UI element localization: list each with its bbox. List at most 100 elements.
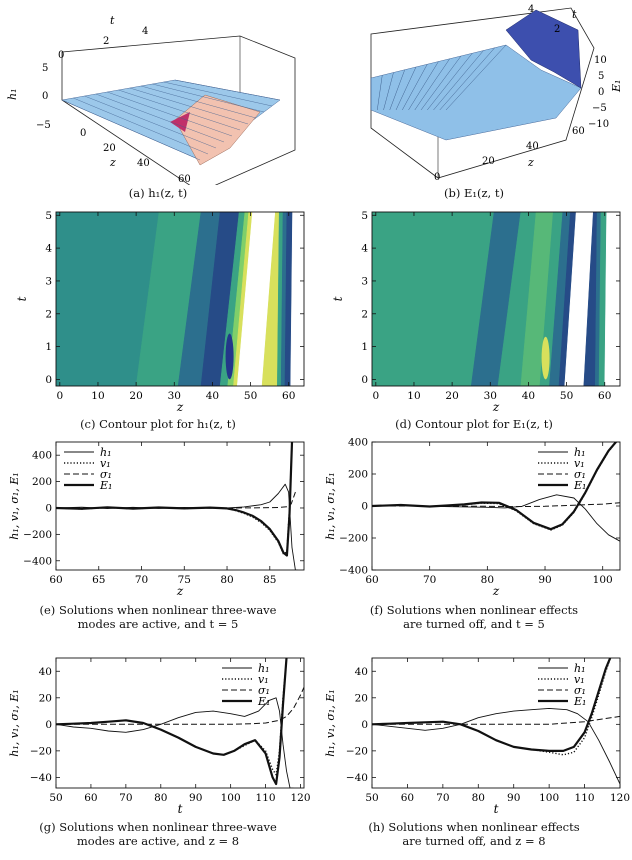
mesh-line (420, 55, 462, 111)
x-tick-label: 40 (522, 390, 535, 402)
caption-e: (e) Solutions when nonlinear three-wave … (0, 603, 316, 631)
legend-label: E₁ (573, 479, 586, 492)
plot-area (372, 442, 620, 542)
x-tick-label: 120 (290, 792, 310, 804)
x-tick-label: 90 (507, 792, 520, 804)
surface-plot-e1: 4 2 t 10 5 0 −5 −10 E₁ 0 20 40 60 z (370, 4, 623, 183)
series-line-thin (56, 483, 298, 570)
caption-b: (b) E₁(z, t) (444, 186, 504, 200)
contour-band (549, 212, 571, 386)
x-tick-label: 30 (168, 390, 181, 402)
mesh-line (414, 58, 450, 111)
x-tick-label: 80 (220, 574, 233, 586)
contour-band (177, 212, 221, 386)
y-tick-label: 1 (361, 341, 368, 353)
mesh-line (73, 97, 209, 155)
y-tick-label: 400 (32, 450, 52, 462)
tick-label: 0 (434, 172, 440, 183)
x-tick-label: 80 (481, 574, 494, 586)
x-tick-label: 65 (92, 574, 105, 586)
contour-feature (541, 336, 550, 380)
series-line-thin (372, 707, 620, 785)
y-tick-label: −40 (346, 772, 368, 784)
plot-frame (371, 211, 621, 387)
plot-frame (371, 657, 621, 789)
plot-area (56, 658, 304, 788)
plot-area (56, 442, 298, 570)
mesh-line (174, 79, 281, 101)
tick-label: −10 (588, 119, 609, 130)
contour-band (280, 212, 288, 386)
surface-plot-h1: t 2 4 0 5 0 −5 h₁ 0 20 40 60 z (6, 14, 296, 185)
x-tick-label: 80 (472, 792, 485, 804)
x-tick-label: 10 (407, 390, 420, 402)
contour-band (558, 212, 577, 386)
y-tick-label: 3 (361, 275, 368, 287)
tick-label: 5 (598, 71, 604, 82)
legend-label: σ₁ (100, 468, 112, 481)
legend-label: σ₁ (574, 684, 586, 697)
mesh-line (395, 66, 417, 111)
series-line-thick (56, 658, 288, 786)
mesh-line (433, 50, 484, 111)
tick-label: 0 (598, 87, 604, 98)
x-tick-label: 90 (189, 792, 202, 804)
x-tick-label: 60 (365, 574, 378, 586)
y-tick-label: 40 (39, 666, 52, 678)
mesh-line (152, 83, 265, 113)
x-axis-label: t (178, 802, 183, 816)
y-tick-label: 5 (361, 210, 368, 222)
contour-fill (372, 212, 620, 386)
mesh-line (129, 87, 249, 125)
x-tick-label: 0 (372, 390, 379, 402)
surface-mesh (61, 79, 281, 161)
legend-label: h₁ (100, 446, 112, 459)
contour-band (261, 212, 280, 386)
surface-dip (170, 112, 190, 132)
contour-band (583, 212, 598, 386)
legend-label: v₁ (574, 457, 585, 470)
surface-mesh (370, 44, 507, 111)
legend-label: E₁ (573, 695, 586, 708)
y-tick-label: 400 (348, 437, 368, 449)
series-line-dashed (56, 686, 304, 725)
mesh-line (163, 81, 273, 107)
x-tick-label: 75 (178, 574, 191, 586)
contour-band (470, 212, 522, 386)
axis-label-h1: h₁ (6, 89, 19, 101)
y-tick-label: −40 (30, 772, 52, 784)
plot-area (372, 658, 620, 785)
legend-label: E₁ (99, 479, 112, 492)
x-axis-label: z (176, 400, 184, 414)
contour-band (520, 212, 554, 386)
surface-wall (505, 9, 582, 89)
tick-label: 60 (572, 126, 585, 137)
x-tick-label: 30 (484, 390, 497, 402)
y-tick-label: −200 (339, 533, 368, 545)
caption-g: (g) Solutions when nonlinear three-wave … (0, 820, 316, 848)
caption-g-line1: (g) Solutions when nonlinear three-wave (39, 820, 277, 834)
contour-band (497, 212, 537, 386)
y-tick-label: 4 (361, 243, 368, 255)
x-tick-label: 70 (436, 792, 449, 804)
x-tick-label: 10 (91, 390, 104, 402)
y-tick-label: 40 (355, 666, 368, 678)
legend-label: E₁ (257, 695, 270, 708)
x-tick-label: 60 (84, 792, 97, 804)
y-tick-label: 0 (361, 501, 368, 513)
contour-band (200, 212, 240, 386)
y-tick-label: −200 (23, 529, 52, 541)
x-tick-label: 60 (49, 574, 62, 586)
legend-label: v₁ (574, 673, 585, 686)
y-tick-label: 0 (361, 719, 368, 731)
axis-label-t: t (572, 8, 577, 21)
plot-frame (55, 211, 305, 387)
y-tick-label: −400 (339, 565, 368, 577)
x-tick-label: 70 (423, 574, 436, 586)
tick-label: −5 (592, 103, 607, 114)
series-line-dashed (56, 491, 296, 509)
tick-label: 10 (594, 55, 607, 66)
y-tick-label: 4 (45, 243, 52, 255)
